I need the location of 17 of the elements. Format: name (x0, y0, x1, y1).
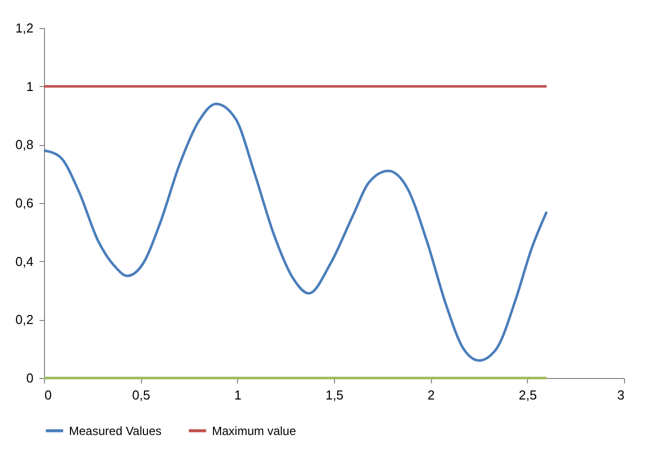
y-tick-label: 0,2 (15, 312, 34, 328)
y-tick-label: 1,2 (15, 20, 34, 36)
x-tick-label: 0,5 (132, 388, 150, 402)
x-tick-label: 2 (428, 388, 435, 402)
legend-label: Maximum value (212, 424, 296, 438)
y-tick-label: 0,4 (15, 254, 34, 269)
line-series (42, 102, 548, 362)
x-tick-label: 1 (234, 388, 242, 402)
legend-label: Measured Values (69, 424, 162, 438)
y-tick-label: 0,6 (15, 196, 34, 210)
x-tick-label: 2,5 (518, 388, 537, 402)
y-tick-label: 0 (26, 370, 34, 386)
x-tick-label: 1,5 (325, 388, 344, 402)
x-tick-label: 0 (44, 388, 52, 402)
x-tick-label: 3 (617, 388, 624, 402)
y-tick-label: 0,8 (15, 137, 34, 152)
y-tick-label: 1 (26, 78, 34, 94)
